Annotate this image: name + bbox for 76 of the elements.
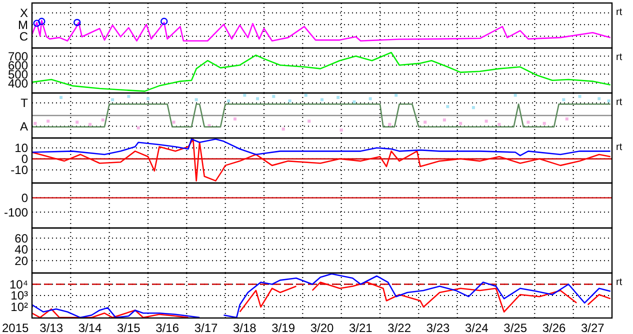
text: rt: [616, 142, 622, 153]
line-series: [32, 138, 612, 182]
point: [578, 94, 582, 98]
text: C: [19, 30, 28, 44]
point: [127, 94, 130, 98]
text: rt: [616, 277, 622, 288]
point: [136, 126, 140, 130]
point: [442, 118, 446, 122]
y-tick-label: 0: [21, 191, 28, 206]
x-tick-label: 3/13: [40, 321, 64, 334]
point: [88, 122, 92, 126]
point: [394, 94, 398, 97]
x-tick-label: 3/24: [464, 321, 489, 334]
point: [565, 117, 568, 120]
point: [459, 122, 462, 125]
point: [514, 94, 517, 97]
point: [282, 128, 285, 131]
point: [336, 96, 340, 99]
text: A: [20, 120, 28, 134]
point: [472, 106, 475, 110]
text: M: [18, 18, 28, 32]
point: [542, 122, 546, 125]
x-tick-label: 3/17: [194, 321, 218, 334]
point: [484, 120, 488, 123]
x-tick-label: 3/25: [504, 321, 528, 334]
point: [256, 97, 260, 100]
point: [526, 120, 530, 124]
y-tick-label: 60: [14, 231, 28, 246]
x-tick-label: 3/18: [232, 321, 257, 334]
point: [227, 99, 230, 102]
text: rt: [616, 7, 622, 18]
point: [111, 98, 114, 102]
point: [234, 117, 236, 120]
point: [194, 98, 198, 102]
point: [288, 99, 292, 102]
point: [607, 99, 610, 102]
point: [446, 105, 450, 108]
point: [340, 128, 343, 132]
x-tick-label: 3/23: [426, 321, 450, 334]
point: [76, 120, 79, 124]
x-tick-label: 3/21: [348, 321, 373, 334]
point: [498, 122, 501, 126]
text: X: [20, 6, 28, 20]
point: [352, 100, 356, 104]
point: [272, 94, 276, 98]
point: [60, 96, 62, 99]
x-tick-label: 3/27: [580, 321, 605, 334]
text: T: [20, 96, 29, 110]
line-series: [32, 52, 612, 92]
point: [562, 98, 566, 102]
x-tick-label: 3/15: [116, 321, 141, 334]
line-series: [32, 138, 612, 156]
point: [172, 120, 176, 124]
text: rt: [616, 97, 622, 108]
x-tick-label: 3/14: [78, 321, 102, 334]
point: [368, 97, 372, 100]
point: [424, 120, 427, 124]
point: [308, 120, 311, 123]
x-tick-label: 3/20: [310, 321, 334, 334]
y-tick-label: -100: [4, 205, 28, 220]
x-tick-label: 3/19: [272, 321, 296, 334]
point: [34, 122, 37, 125]
text: rt: [616, 52, 622, 63]
point: [46, 120, 50, 123]
point: [598, 97, 601, 100]
y-tick-label: 10⁴: [9, 277, 28, 292]
x-tick-label: 3/26: [542, 321, 566, 334]
point: [146, 97, 150, 100]
x-tick-label: 3/22: [388, 321, 412, 334]
point: [388, 122, 392, 126]
x-tick-label: 3/16: [156, 321, 180, 334]
point: [101, 118, 104, 122]
point: [304, 94, 308, 97]
point: [320, 98, 324, 102]
x-axis-title: 2015: [2, 321, 30, 334]
point: [243, 94, 246, 97]
